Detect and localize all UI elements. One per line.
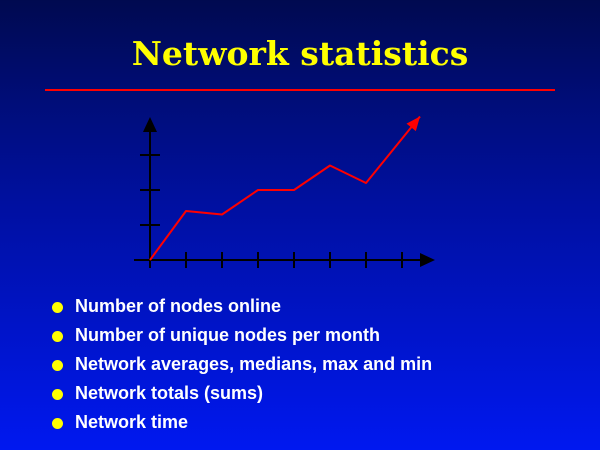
bullet-item: Number of nodes online [52,292,432,321]
bullet-item: Number of unique nodes per month [52,321,432,350]
bullet-item: Network totals (sums) [52,379,432,408]
bullet-dot-icon [52,331,63,342]
bullet-text: Network averages, medians, max and min [75,354,433,374]
bullet-dot-icon [52,360,63,371]
series-line [149,115,421,261]
bullet-text: Network time [75,412,189,432]
bullet-dot-icon [52,389,63,400]
bullet-text: Number of nodes online [75,296,282,316]
slide-title: Network statistics [131,34,469,73]
y-axis-arrow [143,117,157,132]
x-axis-arrow [420,253,435,267]
bullet-dot-icon [52,418,63,429]
title-divider [45,89,555,91]
bullet-list: Number of nodes online Number of unique … [52,292,432,437]
bullet-dot-icon [52,302,63,313]
bullet-text: Network totals (sums) [75,383,264,403]
series-end-arrow [406,116,420,132]
bullet-item: Network time [52,408,432,437]
bullet-text: Number of unique nodes per month [75,325,380,345]
bullet-item: Network averages, medians, max and min [52,350,432,379]
